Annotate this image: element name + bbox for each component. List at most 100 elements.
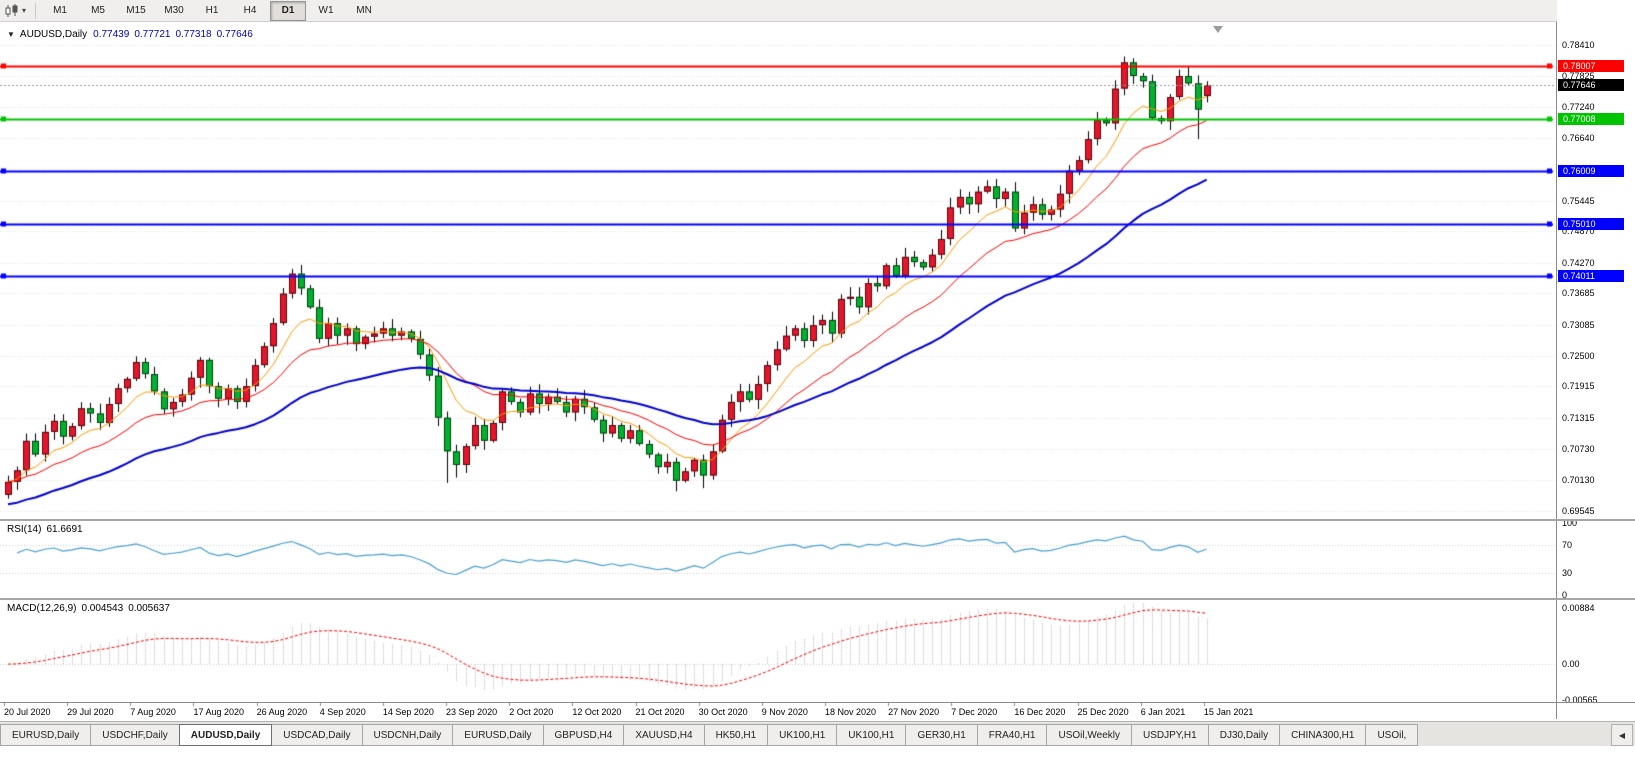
date-label: 30 Oct 2020 <box>698 707 748 717</box>
date-label: 18 Nov 2020 <box>824 707 876 717</box>
date-label: 7 Dec 2020 <box>951 707 998 717</box>
price-tick: 0.71915 <box>1562 381 1595 392</box>
macd-scale-tick: -0.00565 <box>1562 695 1598 705</box>
chart-tab-usdcad-daily[interactable]: USDCAD,Daily <box>271 724 363 746</box>
price-tag-level: 0.74011 <box>1558 270 1624 283</box>
price-tick: 0.74270 <box>1562 257 1595 268</box>
chart-tab-fra40-h1[interactable]: FRA40,H1 <box>976 724 1048 746</box>
tabs-scroll-left-button[interactable]: ◀ <box>1611 724 1633 746</box>
chart-tab-uk100-h1[interactable]: UK100,H1 <box>836 724 907 746</box>
rsi-indicator-label: RSI(14) 61.6691 <box>7 524 83 535</box>
price-axis-border <box>1556 22 1557 719</box>
date-label: 27 Nov 2020 <box>888 707 940 717</box>
price-tick: 0.70130 <box>1562 475 1595 486</box>
rsi-scale-tick: 100 <box>1562 518 1578 528</box>
price-tag-level: 0.78007 <box>1558 60 1624 73</box>
chart-tab-china300-h1[interactable]: CHINA300,H1 <box>1279 724 1367 746</box>
chart-tab-hk50-h1[interactable]: HK50,H1 <box>703 724 769 746</box>
date-label: 23 Sep 2020 <box>446 707 498 717</box>
chart-tab-usdjpy-h1[interactable]: USDJPY,H1 <box>1130 724 1209 746</box>
price-tick: 0.77240 <box>1562 101 1595 112</box>
toolbar-separator <box>35 2 37 19</box>
price-tag-level: 0.77008 <box>1558 112 1624 125</box>
chart-ohlc-header: ▼ AUDUSD,Daily 0.77439 0.77721 0.77318 0.7764… <box>7 29 258 40</box>
chart-tab-eurusd-daily[interactable]: EURUSD,Daily <box>0 724 92 746</box>
chart-tabs-bar: EURUSD,Daily USDCHF,Daily AUDUSD,Daily USDC… <box>0 721 1635 746</box>
chart-canvas[interactable] <box>0 22 1556 719</box>
rsi-scale-tick: 30 <box>1562 568 1573 579</box>
chart-tab-audusd-daily[interactable]: AUDUSD,Daily <box>178 724 273 746</box>
rsi-scale-tick: 0 <box>1562 590 1568 600</box>
price-tick: 0.77825 <box>1562 70 1595 81</box>
date-label: 17 Aug 2020 <box>193 707 244 717</box>
price-tick: 0.75445 <box>1562 195 1595 206</box>
chart-tab-uk100-h1[interactable]: UK100,H1 <box>767 724 838 746</box>
ohlc-high: 0.77721 <box>134 29 171 40</box>
tf-button-h1[interactable]: H1 <box>205 5 219 16</box>
macd-main-value: 0.004543 <box>81 603 124 614</box>
price-axis[interactable]: 0.784100.778250.772400.766400.760550.754… <box>1557 0 1635 719</box>
date-label: 14 Sep 2020 <box>382 707 434 717</box>
chart-symbol-label: AUDUSD,Daily <box>19 29 88 40</box>
macd-signal-value: 0.005637 <box>128 603 170 614</box>
candlestick-chart-icon[interactable] <box>4 3 20 18</box>
date-label: 7 Aug 2020 <box>130 707 176 717</box>
date-label: 20 Jul 2020 <box>4 707 51 717</box>
date-label: 16 Dec 2020 <box>1014 707 1066 717</box>
rsi-scale-tick: 70 <box>1562 539 1573 550</box>
date-label: 9 Nov 2020 <box>761 707 808 717</box>
date-label: 4 Sep 2020 <box>319 707 366 717</box>
timeframe-buttons: M1 M5 M15 M30 H1 H4 D1 W1 MN <box>41 0 383 21</box>
ohlc-open: 0.77439 <box>93 29 130 40</box>
chart-tab-xauusd-h4[interactable]: XAUUSD,H4 <box>623 724 705 746</box>
chart-tab-usoil-weekly[interactable]: USOil,Weekly <box>1046 724 1132 746</box>
chart-tab-ger30-h1[interactable]: GER30,H1 <box>905 724 978 746</box>
chart-tab-usoil-[interactable]: USOil, <box>1365 724 1419 746</box>
tf-button-w1[interactable]: W1 <box>318 5 334 16</box>
date-label: 21 Oct 2020 <box>635 707 685 717</box>
date-label: 12 Oct 2020 <box>572 707 622 717</box>
date-label: 26 Aug 2020 <box>256 707 308 717</box>
chevron-down-icon[interactable]: ▾ <box>22 6 27 15</box>
date-label: 15 Jan 2021 <box>1203 707 1254 717</box>
panel-resize-handle[interactable] <box>0 598 1635 600</box>
chart-tab-eurusd-daily[interactable]: EURUSD,Daily <box>452 724 544 746</box>
tf-button-mn[interactable]: MN <box>356 5 372 16</box>
tf-button-h4[interactable]: H4 <box>243 5 257 16</box>
panel-resize-handle[interactable] <box>0 519 1635 521</box>
tf-button-m1[interactable]: M1 <box>53 5 67 16</box>
tf-button-m15[interactable]: M15 <box>126 5 146 16</box>
rsi-value: 61.6691 <box>46 524 83 535</box>
price-tick: 0.74870 <box>1562 226 1595 237</box>
price-tick: 0.72500 <box>1562 350 1595 361</box>
ohlc-low: 0.77318 <box>175 29 212 40</box>
chart-tab-usdcnh-daily[interactable]: USDCNH,Daily <box>361 724 454 746</box>
window-menu-icon[interactable]: ▼ <box>7 30 15 39</box>
tf-button-d1[interactable]: D1 <box>270 0 307 21</box>
tf-button-m5[interactable]: M5 <box>91 5 105 16</box>
price-tick: 0.73685 <box>1562 288 1595 299</box>
chart-tab-usdchf-daily[interactable]: USDCHF,Daily <box>90 724 180 746</box>
chart-tab-dj30-daily[interactable]: DJ30,Daily <box>1207 724 1281 746</box>
chart-tab-gbpusd-h4[interactable]: GBPUSD,H4 <box>542 724 625 746</box>
price-tick: 0.78410 <box>1562 40 1595 50</box>
date-label: 2 Oct 2020 <box>509 707 554 717</box>
date-label: 25 Dec 2020 <box>1077 707 1129 717</box>
time-axis[interactable]: 20 Jul 2020 29 Jul 2020 7 Aug 2020 17 Aug 2… <box>0 702 1635 720</box>
date-label: 29 Jul 2020 <box>67 707 114 717</box>
price-tick: 0.71315 <box>1562 412 1595 423</box>
macd-indicator-label: MACD(12,26,9) 0.004543 0.005637 <box>7 603 170 614</box>
ohlc-close: 0.77646 <box>216 29 253 40</box>
price-tick: 0.76640 <box>1562 133 1595 144</box>
price-tag-level: 0.76009 <box>1558 165 1624 178</box>
price-tag-current: 0.77646 <box>1558 79 1624 92</box>
price-tick: 0.73085 <box>1562 319 1595 330</box>
price-tag-level: 0.75010 <box>1558 217 1624 230</box>
price-tick: 0.70730 <box>1562 443 1595 454</box>
tf-button-m30[interactable]: M30 <box>164 5 184 16</box>
macd-scale-tick: 0.00 <box>1562 659 1580 670</box>
chart-shift-marker-icon[interactable] <box>1213 26 1223 33</box>
macd-scale-tick: 0.00884 <box>1562 603 1595 613</box>
price-tick: 0.69545 <box>1562 506 1595 516</box>
